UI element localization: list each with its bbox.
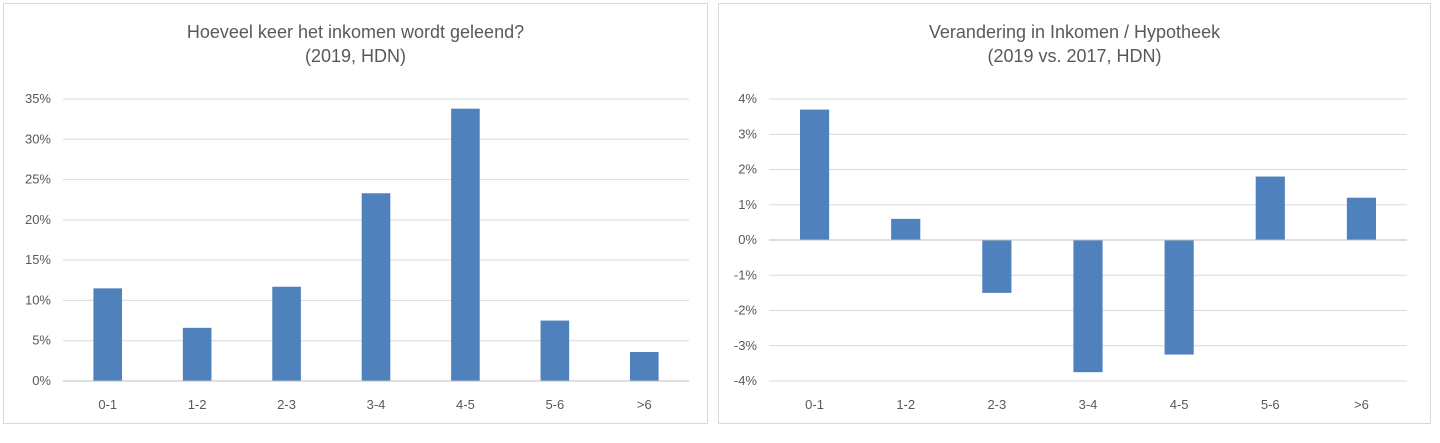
x-tick-label: 1-2 [896,397,915,412]
bar [1073,240,1103,373]
x-tick-label: 3-4 [1079,397,1098,412]
y-tick-label: 4% [738,91,757,106]
bar [451,108,480,381]
y-tick-label: 3% [738,126,757,141]
x-tick-label: 2-3 [277,397,296,412]
x-tick-label: 0-1 [98,397,117,412]
bar [540,320,570,381]
y-tick-label: 20% [25,212,51,227]
chart-panel-right: Verandering in Inkomen / Hypotheek (2019… [718,3,1431,424]
chart-title-right-line2: (2019 vs. 2017, HDN) [987,46,1162,66]
y-tick-label: -1% [734,267,758,282]
x-tick-label: 2-3 [987,397,1006,412]
x-tick-label: 4-5 [1170,397,1189,412]
chart-panel-left: Hoeveel keer het inkomen wordt geleend? … [3,3,708,424]
x-tick-label: 5-6 [1261,397,1280,412]
y-tick-label: 5% [32,333,51,348]
x-tick-label: >6 [1354,397,1369,412]
x-tick-label: 1-2 [188,397,207,412]
y-tick-label: 35% [25,91,51,106]
bar-chart-right: -4% -3% -2% -1% 0% 1% 2% 3% 4% 0-1 1-2 2-3 3-4 4-5 5-6… [734,91,1407,412]
bar [982,240,1012,293]
chart-title-left-line1: Hoeveel keer het inkomen wordt geleend? [186,22,525,42]
y-tick-label: -3% [734,338,758,353]
x-tick-label: 0-1 [805,397,824,412]
bar [361,193,391,381]
y-tick-label: 0% [738,232,757,247]
chart-title-right-line1: Verandering in Inkomen / Hypotheek [928,22,1221,42]
y-tick-label: 10% [25,292,51,307]
x-tick-label: 3-4 [367,397,386,412]
y-tick-label: 15% [25,252,51,267]
bar-chart-left: 0% 5% 10% 15% 20% 25% 30% 35% 0-1 1-2 2-3 3-4 4-5 5-6… [25,91,689,412]
y-tick-label: 2% [738,162,757,177]
bar [182,327,212,381]
bar [272,286,301,381]
chart-title-right: Verandering in Inkomen / Hypotheek (2019… [719,20,1430,68]
bar [93,288,123,381]
bar [1346,197,1377,240]
y-tick-label: 25% [25,172,51,187]
y-tick-label: -2% [734,303,758,318]
bar [1164,240,1194,355]
bar [1255,176,1285,240]
y-tick-label: 1% [738,197,757,212]
y-tick-label: 30% [25,131,51,146]
bar [629,351,659,381]
chart-title-left: Hoeveel keer het inkomen wordt geleend? … [4,20,707,68]
x-tick-label: 4-5 [456,397,475,412]
x-tick-label: 5-6 [545,397,564,412]
bar [799,109,830,240]
bar [891,218,921,240]
y-tick-label: -4% [734,373,758,388]
x-tick-label: >6 [637,397,652,412]
chart-title-left-line2: (2019, HDN) [304,46,407,66]
y-tick-label: 0% [32,373,51,388]
